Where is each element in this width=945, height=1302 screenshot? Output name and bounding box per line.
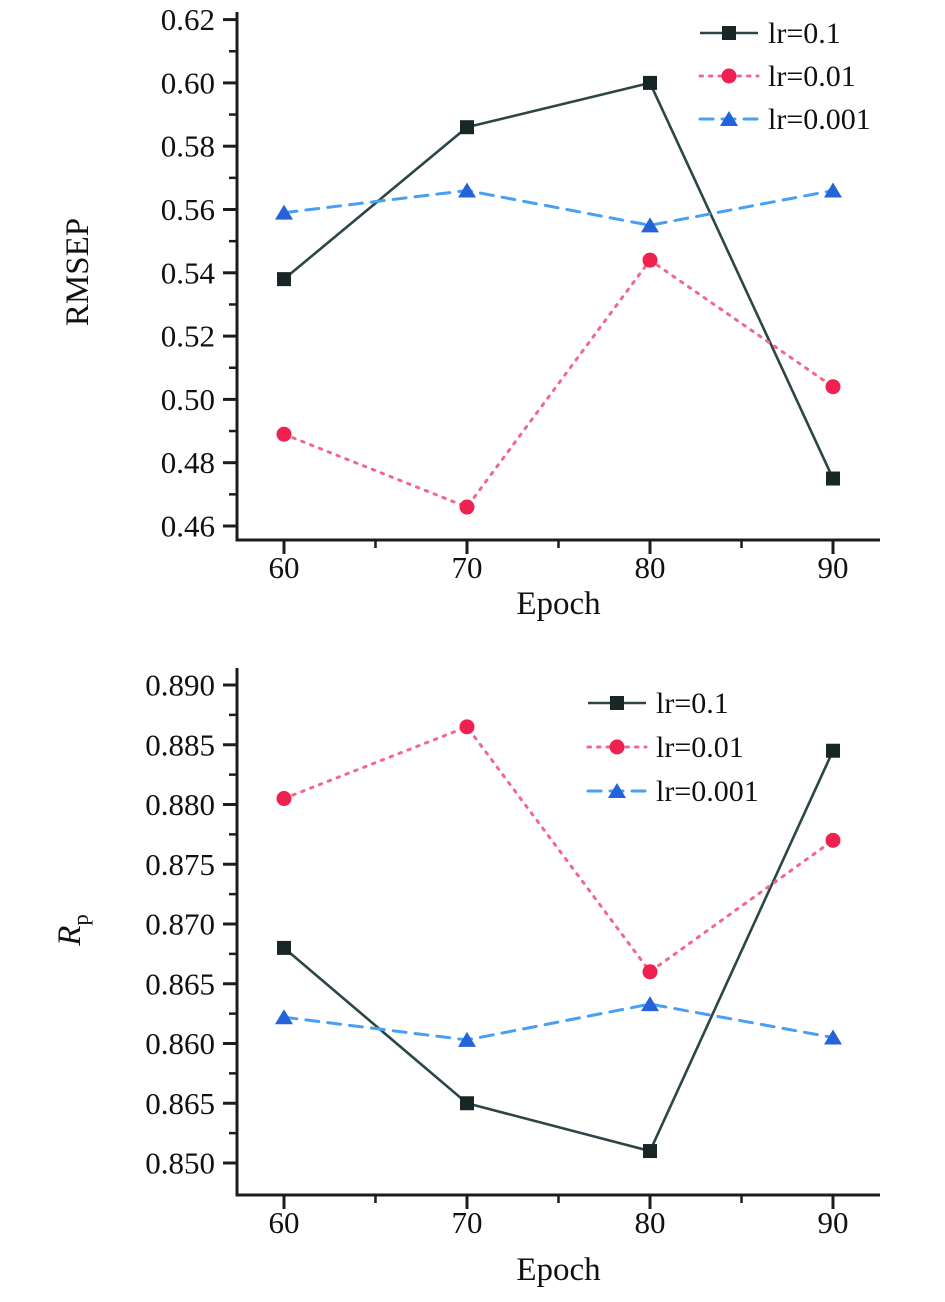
series-line (283, 81, 835, 480)
square-marker (277, 272, 291, 287)
svg-text:RMSEP: RMSEP (60, 218, 96, 326)
circle-marker (642, 964, 658, 980)
triangle-marker (458, 1031, 476, 1047)
triangle-marker (824, 182, 842, 198)
square-marker (460, 120, 474, 135)
legend-label: lr=0.001 (768, 103, 871, 136)
circle-marker (276, 791, 292, 807)
square-marker (643, 1144, 657, 1159)
square-marker (826, 471, 840, 486)
legend-circle-marker (609, 739, 625, 755)
y-tick-label: 0.865 (145, 1086, 215, 1121)
x-tick-label: 60 (269, 1205, 300, 1240)
square-marker (643, 75, 657, 90)
y-axis-title: RMSEP (60, 218, 96, 326)
y-tick-label: 0.880 (145, 787, 215, 822)
y-tick-label: 0.62 (161, 2, 215, 37)
triangle-marker (275, 1009, 293, 1025)
triangle-marker (458, 182, 476, 198)
y-tick-label: 0.50 (161, 382, 215, 417)
axes: 0.850 0.865 0.860 0.865 0.870 0.875 0.880 0.885… (145, 668, 880, 1240)
y-tick-label: 0.54 (161, 255, 216, 290)
circle-marker (459, 499, 475, 515)
series-line (282, 188, 835, 227)
x-tick-label: 90 (818, 1205, 849, 1240)
square-marker (460, 1096, 474, 1111)
circle-marker (825, 832, 841, 848)
triangle-marker (641, 217, 659, 233)
y-axis-title: Rp (52, 914, 93, 946)
circle-marker (642, 252, 658, 268)
x-tick-label: 80 (635, 550, 666, 585)
series-line (282, 1002, 835, 1042)
y-tick-label: 0.52 (161, 319, 215, 354)
circle-marker (825, 379, 841, 395)
series-lr=0.1 (277, 75, 840, 486)
y-tick-label: 0.870 (145, 907, 215, 942)
legend-triangle-marker (608, 783, 626, 798)
series-lr=0.01 (276, 719, 841, 980)
series-line (283, 750, 835, 1153)
legend-square-marker (610, 696, 624, 710)
x-axis-title: Epoch (516, 586, 601, 622)
y-tick-label: 0.860 (145, 1026, 215, 1061)
y-tick-label: 0.48 (161, 445, 215, 480)
series-lr=0.001 (275, 996, 842, 1047)
y-tick-label: 0.850 (145, 1146, 215, 1181)
x-axis-title: Epoch (516, 1252, 601, 1288)
svg-text:Rp: Rp (52, 914, 93, 946)
axes: 0.46 0.48 0.50 0.52 0.54 0.56 0.58 0.60 0.62 60 70… (161, 2, 880, 585)
x-tick-label: 70 (452, 550, 483, 585)
legend-label: lr=0.01 (768, 60, 856, 93)
series-line (282, 725, 835, 974)
legend: lr=0.1 lr=0.01 lr=0.001 (586, 687, 759, 808)
series-lr=0.1 (277, 743, 840, 1159)
legend-label: lr=0.1 (656, 687, 729, 720)
series-lr=0.01 (276, 252, 841, 515)
square-marker (826, 743, 840, 758)
square-marker (277, 940, 291, 955)
legend-triangle-marker (720, 111, 738, 126)
legend-square-marker (722, 26, 736, 40)
y-tick-label: 0.890 (145, 668, 215, 703)
legend-label: lr=0.1 (768, 17, 841, 50)
y-tick-label: 0.60 (161, 65, 215, 100)
y-tick-label: 0.875 (145, 847, 215, 882)
legend-circle-marker (721, 68, 737, 84)
series-line (282, 258, 835, 509)
triangle-marker (641, 996, 659, 1012)
series-lr=0.001 (275, 182, 842, 233)
x-tick-label: 90 (818, 550, 849, 585)
y-tick-label: 0.865 (145, 966, 215, 1001)
triangle-marker (824, 1029, 842, 1045)
y-tick-label: 0.885 (145, 727, 215, 762)
chart-rp: 0.850 0.865 0.860 0.865 0.870 0.875 0.880 0.885… (52, 668, 880, 1288)
legend: lr=0.1 lr=0.01 lr=0.001 (698, 17, 871, 136)
x-tick-label: 60 (269, 550, 300, 585)
legend-label: lr=0.001 (656, 775, 759, 808)
circle-marker (459, 719, 475, 735)
legend-label: lr=0.01 (656, 731, 744, 764)
y-tick-label: 0.58 (161, 129, 215, 164)
triangle-marker (275, 204, 293, 220)
circle-marker (276, 426, 292, 442)
chart-rmsep: 0.46 0.48 0.50 0.52 0.54 0.56 0.58 0.60 0.62 60 70… (60, 2, 880, 622)
x-tick-label: 80 (635, 1205, 666, 1240)
x-tick-label: 70 (452, 1205, 483, 1240)
y-tick-label: 0.56 (161, 192, 215, 227)
y-tick-label: 0.46 (161, 509, 215, 544)
